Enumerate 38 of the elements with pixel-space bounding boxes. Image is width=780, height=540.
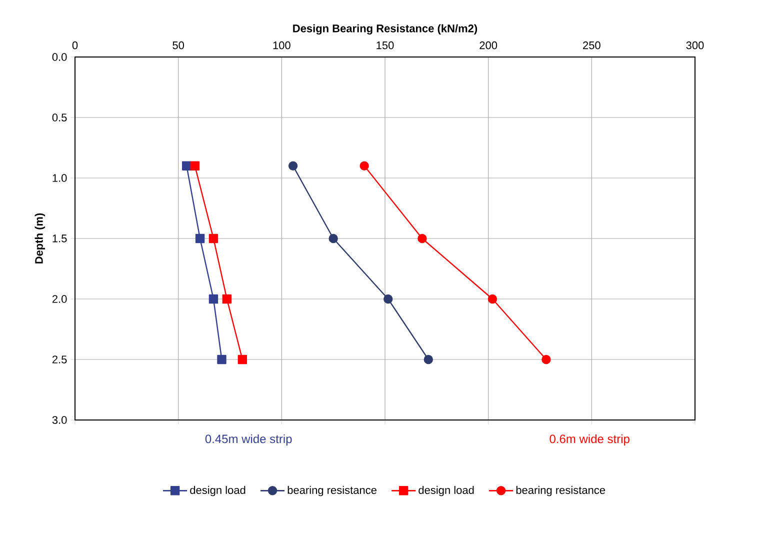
y-tick-label: 0.0 [52,53,67,61]
x-tick-label: 200 [480,41,498,50]
point [424,354,433,364]
x-tick-label: 100 [273,41,290,50]
point [328,234,338,244]
text: 0.6m wide strip [550,434,630,446]
point [222,294,232,304]
point [418,234,427,244]
x-tick-label: 150 [376,41,394,50]
y-tick-label: 1.5 [52,234,67,242]
text: 0.45m wide strip [205,434,292,446]
point [195,234,205,244]
point [208,234,218,244]
y-axis-title: Depth (m) [34,213,46,264]
x-tick-label: 50 [172,41,184,50]
y-tick-label: 3.0 [52,416,67,424]
legend-label: bearing resistance [516,486,606,496]
x-tick-label: 0 [72,41,78,50]
point [360,161,369,170]
legend-label: design load [190,486,246,496]
x-tick-label: 250 [583,41,600,50]
y-tick-label: 1.0 [52,174,67,182]
point [182,161,192,170]
point [384,294,393,304]
legend-label: design load [418,486,474,496]
point [208,294,218,304]
y-tick-label: 2.5 [52,356,67,364]
legend-label: bearing resistance [288,486,376,496]
point [190,161,200,170]
point [217,354,226,364]
y-tick-label: 2.0 [52,295,67,303]
point [488,294,498,304]
x-tick-label: 300 [686,41,704,50]
point [542,354,551,364]
y-tick-label: 0.5 [52,114,67,122]
point [288,161,298,170]
point [238,354,247,364]
x-axis-title: Design Bearing Resistance (kN/m2) [293,24,478,35]
